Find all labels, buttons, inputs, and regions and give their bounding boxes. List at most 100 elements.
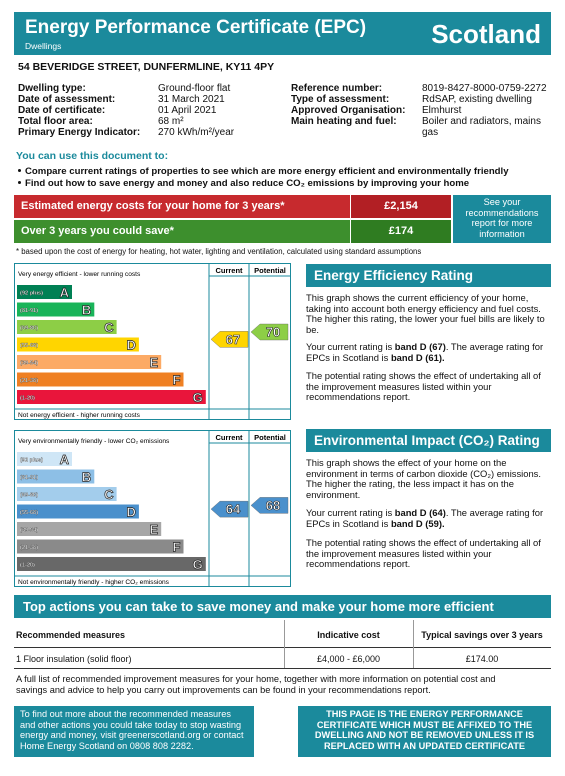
band-range: (39-54): [20, 361, 38, 367]
section-heading-bar: Energy Efficiency Rating: [306, 264, 551, 287]
detail-value: 270 kWh/m²/year: [158, 127, 235, 138]
paragraph: Your current rating is band D (67). The …: [306, 341, 550, 363]
saving-label: Over 3 years you could save*: [21, 225, 174, 237]
rating-value: 67: [226, 332, 240, 347]
band-letter: G: [193, 557, 203, 572]
table-cell: 1 Floor insulation (solid floor): [16, 654, 132, 664]
band-range: (55-68): [20, 343, 38, 349]
bullet-dot: [18, 169, 21, 172]
cost-label: Estimated energy costs for your home for…: [21, 200, 285, 212]
text-run: band D (64): [394, 507, 446, 518]
detail-label: Date of certificate:: [18, 105, 106, 116]
column-header: Potential: [254, 266, 286, 275]
text-run: . The average rating for EPCs in Scotlan…: [306, 341, 544, 363]
detail-value: 31 March 2021: [158, 94, 225, 105]
rating-value: 70: [266, 325, 280, 340]
text-run: band D (59).: [390, 517, 445, 529]
band-bar: [17, 390, 206, 404]
band-letter: A: [60, 285, 70, 300]
band-bar: [17, 285, 72, 299]
band-range: (92 plus): [20, 458, 43, 464]
detail-label: Primary Energy Indicator:: [18, 127, 141, 138]
band-bar: [17, 487, 117, 501]
detail-value: 01 April 2021: [158, 105, 217, 116]
saving-bar: Over 3 years you could save*: [14, 220, 350, 243]
detail-label: Approved Organisation:: [291, 105, 406, 116]
rating-chart: Current Potential Very environmentally fri…: [14, 430, 291, 587]
band-letter: E: [150, 355, 159, 370]
band-letter: D: [127, 338, 136, 353]
detail-label: Date of assessment:: [18, 94, 116, 105]
text-run: band D (61).: [390, 351, 445, 363]
band-range: (39-54): [20, 528, 38, 534]
band-bar: [17, 372, 184, 387]
detail-label: Total floor area:: [18, 116, 93, 127]
band-bar: [17, 355, 162, 369]
band-letter: F: [173, 540, 181, 555]
subtitle: Dwellings: [25, 41, 62, 51]
chart-border: [14, 430, 291, 587]
paragraph: Your current rating is band D (64). The …: [306, 507, 550, 529]
paragraph: The potential rating shows the effect of…: [306, 370, 550, 403]
detail-label: Main heating and fuel:: [291, 116, 397, 127]
uses-heading: You can use this document to:: [16, 150, 169, 162]
detail-value: Boiler and radiators, mains gas: [422, 116, 541, 138]
bullet-text: Find out how to save energy and money an…: [25, 178, 470, 189]
table-col-line: [284, 620, 285, 668]
detail-label: Type of assessment:: [291, 94, 390, 105]
top-label: Very environmentally friendly - lower CO…: [18, 438, 170, 445]
section-heading-bar: Environmental Impact (CO₂) Rating: [306, 429, 551, 452]
column-header: Current: [215, 266, 243, 275]
band-letter: C: [104, 320, 114, 335]
rating-arrow: [210, 500, 249, 518]
band-letter: A: [60, 452, 70, 467]
notice-box: THIS PAGE IS THE ENERGY PERFORMANCE CERT…: [298, 706, 551, 757]
detail-value: RdSAP, existing dwelling: [422, 94, 532, 105]
band-bar: [17, 452, 72, 466]
band-bar: [17, 522, 162, 536]
table-col-line: [413, 620, 414, 668]
band-range: (21-38): [20, 378, 38, 384]
cost-value: £2,154: [351, 195, 451, 218]
rating-arrow: [250, 497, 289, 514]
table-header: Recommended measures: [16, 630, 126, 640]
rating-value: 68: [266, 498, 280, 513]
rating-arrow: [250, 323, 289, 341]
actions-bar: Top actions you can take to save money a…: [14, 595, 551, 618]
band-range: (1-20): [20, 396, 35, 402]
text-run: This graph shows the current efficiency …: [306, 292, 545, 335]
paragraph: This graph shows the current efficiency …: [306, 292, 550, 335]
rating-value: 64: [226, 502, 241, 517]
actions-heading: Top actions you can take to save money a…: [23, 599, 494, 614]
band-letter: C: [104, 487, 114, 502]
band-range: (69-80): [20, 493, 38, 499]
text-run: The potential rating shows the effect of…: [306, 370, 541, 403]
text-run: Your current rating is: [306, 507, 395, 518]
section-heading: Environmental Impact (CO₂) Rating: [314, 433, 540, 448]
actions-note: A full list of recommended improvement m…: [16, 674, 496, 695]
bullet-dot: [18, 181, 21, 184]
band-letter: B: [82, 470, 91, 485]
text-run: This graph shows the effect of your home…: [306, 457, 541, 500]
cost-bar: Estimated energy costs for your home for…: [14, 195, 350, 218]
band-letter: F: [173, 373, 181, 388]
band-letter: G: [193, 390, 203, 405]
detail-value: 8019-8427-8000-0759-2272: [422, 83, 547, 94]
text-run: The potential rating shows the effect of…: [306, 537, 541, 570]
paragraph: This graph shows the effect of your home…: [306, 457, 550, 500]
detail-value: Elmhurst: [422, 105, 462, 116]
band-range: (1-20): [20, 563, 35, 569]
header-bar: Energy Performance Certificate (EPC) Dwel…: [14, 12, 551, 55]
address: 54 BEVERIDGE STREET, DUNFERMLINE, KY11 4…: [18, 61, 275, 73]
band-bar: [17, 469, 95, 484]
band-bar: [17, 539, 184, 554]
band-range: (69-80): [20, 326, 38, 332]
band-bar: [17, 320, 117, 334]
band-letter: E: [150, 522, 159, 537]
band-bar: [17, 504, 139, 519]
band-bar: [17, 302, 95, 317]
table-header: Typical savings over 3 years: [421, 630, 543, 640]
band-range: (55-68): [20, 510, 38, 516]
title: Energy Performance Certificate (EPC): [25, 17, 367, 38]
